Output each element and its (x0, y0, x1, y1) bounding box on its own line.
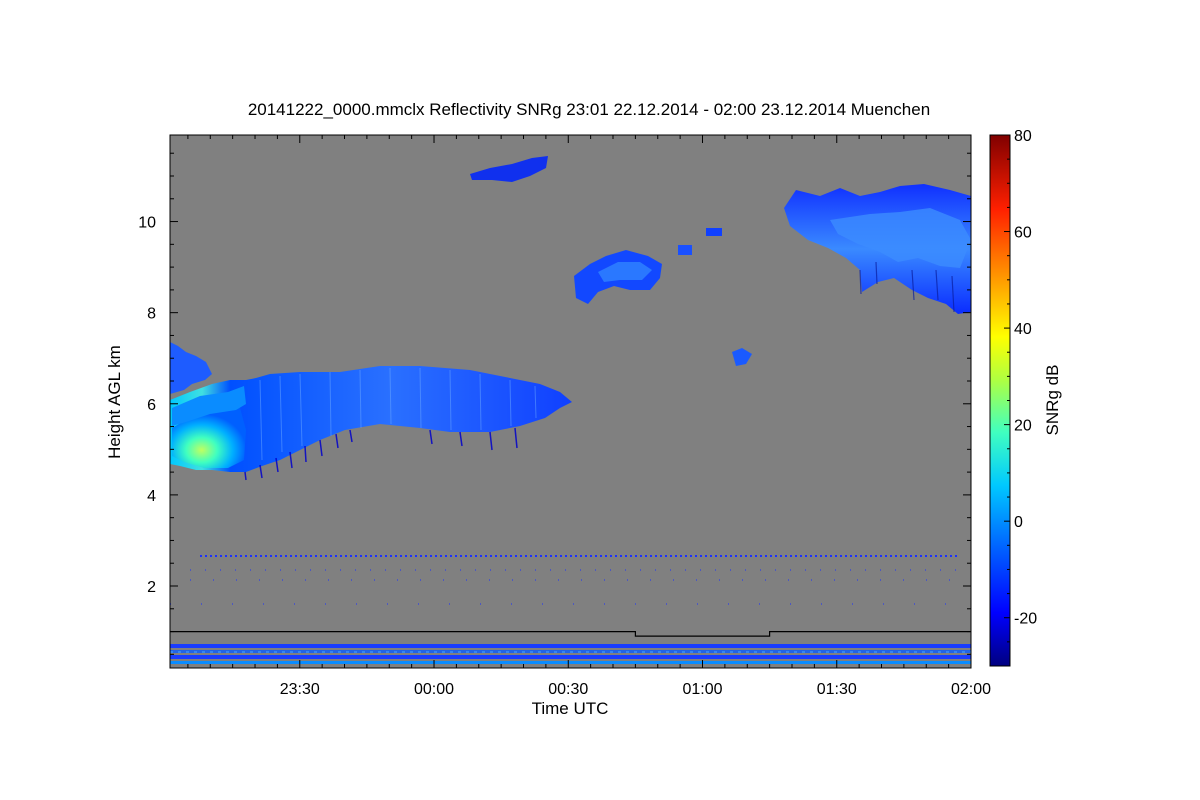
echo-small-blob-a (678, 245, 692, 255)
x-axis: 23:30 00:00 00:30 01:00 01:30 02:00 (187, 135, 991, 698)
y-tick-label: 4 (147, 488, 156, 505)
echo-cloud-patch-1 (574, 250, 662, 304)
echo-small-blob-b (706, 228, 722, 236)
y-axis: 2 4 6 8 10 (138, 152, 971, 655)
echo-low-cloud (170, 342, 572, 481)
colorbar-axis: -20 0 20 40 60 80 (1004, 128, 1037, 667)
chart-title: 20141222_0000.mmclx Reflectivity SNRg 23… (248, 100, 930, 119)
colorbar-tick-label: 0 (1014, 514, 1023, 531)
y-tick-label: 10 (138, 215, 156, 232)
x-axis-label: Time UTC (532, 699, 609, 718)
x-tick-label: 00:30 (548, 681, 588, 698)
plot-area (170, 135, 971, 668)
colorbar-tick-label: -20 (1014, 611, 1037, 628)
y-tick-label: 2 (147, 579, 156, 596)
colorbar-label: SNRg dB (1043, 365, 1062, 436)
x-tick-label: 23:30 (280, 681, 320, 698)
colorbar-tick-label: 20 (1014, 418, 1032, 435)
echo-cirrus (784, 184, 971, 314)
colorbar-tick-label: 80 (1014, 128, 1032, 145)
y-axis-label: Height AGL km (105, 345, 124, 459)
x-tick-label: 01:30 (817, 681, 857, 698)
colorbar-tick-label: 40 (1014, 321, 1032, 338)
noise-speckles (170, 555, 960, 605)
x-tick-label: 01:00 (682, 681, 722, 698)
y-tick-label: 6 (147, 397, 156, 414)
y-tick-label: 8 (147, 306, 156, 323)
x-tick-label: 02:00 (951, 681, 991, 698)
x-tick-label: 00:00 (414, 681, 454, 698)
plot-frame (169, 134, 972, 669)
echo-small-patch (732, 348, 752, 366)
echo-upper-fragment (470, 156, 548, 182)
boundary-line (170, 630, 971, 637)
colorbar-tick-label: 60 (1014, 225, 1032, 242)
echo-near-ground-clutter (170, 644, 971, 664)
